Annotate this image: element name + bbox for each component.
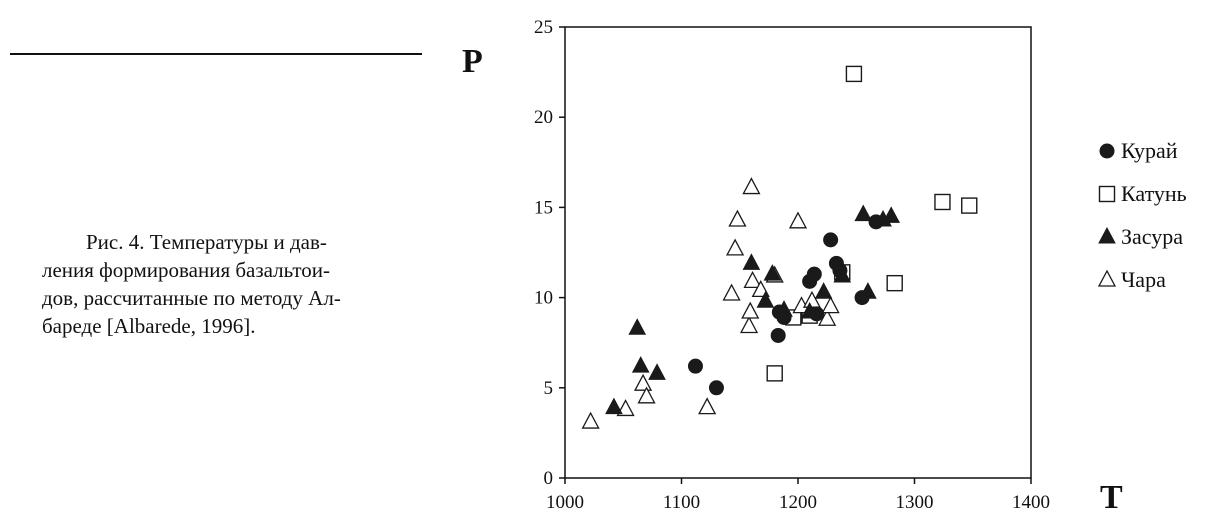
data-point-triangle-open — [743, 270, 762, 289]
legend-marker-triangle-open — [1097, 269, 1117, 287]
legend-label: Чара — [1121, 267, 1166, 292]
x-axis-ticks: 1000 1100 1200 1300 1400 — [546, 478, 1050, 513]
y-tick-label: 5 — [544, 378, 554, 399]
caption-line-1: Рис. 4. Температуры и дав- — [86, 230, 327, 254]
data-point-triangle-open — [739, 316, 759, 334]
data-point-triangle-open — [818, 308, 837, 326]
data-point-triangle-open — [581, 411, 600, 429]
data-point-circle-filled — [776, 309, 792, 325]
data-point-triangle-open — [633, 373, 653, 391]
plot-frame — [564, 26, 1032, 479]
x-tick-label: 1200 — [779, 492, 817, 513]
data-point-triangle-open — [742, 177, 761, 195]
legend-label: Курай — [1121, 138, 1178, 163]
data-point-triangle-open — [741, 301, 760, 319]
data-point-triangle-open — [698, 397, 717, 415]
data-point-triangle-open — [722, 283, 741, 301]
data-point-circle-filled — [832, 263, 848, 279]
y-tick-label: 10 — [534, 288, 553, 309]
data-point-triangle-filled — [854, 204, 873, 222]
data-point-circle-filled — [806, 266, 822, 282]
x-tick-label: 1300 — [896, 492, 934, 513]
data-point-circle-filled — [708, 380, 724, 396]
data-point-triangle-open — [726, 238, 745, 256]
data-point-triangle-filled — [605, 397, 623, 415]
data-points — [581, 65, 978, 429]
figure-caption: Рис. 4. Температуры и дав- ления формиро… — [42, 228, 454, 340]
data-point-triangle-open — [788, 211, 808, 229]
data-point-triangle-filled — [814, 282, 833, 299]
data-point-triangle-open — [728, 209, 747, 227]
data-point-triangle-open — [637, 386, 656, 404]
legend-marker-triangle-filled — [1098, 226, 1116, 244]
y-tick-label: 15 — [534, 197, 553, 218]
data-point-circle-filled — [770, 327, 786, 343]
data-point-square-open — [766, 365, 783, 382]
data-point-square-open — [886, 274, 903, 292]
data-point-square-open — [961, 197, 978, 214]
data-point-triangle-filled — [756, 291, 775, 308]
data-point-triangle-filled — [882, 206, 901, 223]
x-tick-label: 1400 — [1012, 492, 1050, 513]
y-axis-ticks: 0 5 10 15 20 25 — [534, 17, 565, 489]
x-axis-label: T — [1100, 479, 1123, 516]
legend-label: Катунь — [1121, 181, 1187, 206]
data-point-triangle-filled — [742, 253, 761, 270]
data-point-triangle-filled — [631, 356, 650, 373]
legend: Курай Катунь Засура Чара — [1097, 138, 1187, 292]
x-tick-label: 1000 — [546, 492, 584, 513]
y-tick-label: 0 — [544, 468, 554, 489]
caption-line-2: ления формирования базальтои- — [42, 258, 331, 282]
data-point-circle-filled — [854, 290, 870, 306]
data-point-circle-filled — [687, 358, 703, 374]
caption-line-4: бареде [Albarede, 1996]. — [42, 314, 256, 338]
data-point-triangle-filled — [648, 363, 666, 380]
data-point-circle-filled — [823, 232, 839, 248]
data-point-triangle-open — [616, 399, 635, 417]
y-axis-label: P — [462, 43, 483, 80]
x-tick-label: 1100 — [663, 492, 700, 513]
data-point-triangle-open — [821, 296, 840, 314]
header-rule — [10, 53, 422, 55]
data-point-square-open — [845, 65, 863, 83]
y-tick-label: 25 — [534, 17, 553, 38]
legend-marker-square-open — [1098, 185, 1116, 203]
data-point-triangle-filled — [628, 318, 647, 335]
data-point-circle-filled — [809, 306, 825, 322]
y-tick-label: 20 — [534, 107, 553, 128]
caption-line-3: дов, рассчитанные по методу Ал- — [42, 286, 341, 310]
data-point-circle-filled — [868, 214, 884, 230]
data-point-square-open — [934, 193, 951, 211]
data-point-triangle-filled — [763, 264, 782, 281]
legend-label: Засура — [1121, 224, 1183, 249]
legend-marker-circle-filled — [1099, 143, 1115, 159]
